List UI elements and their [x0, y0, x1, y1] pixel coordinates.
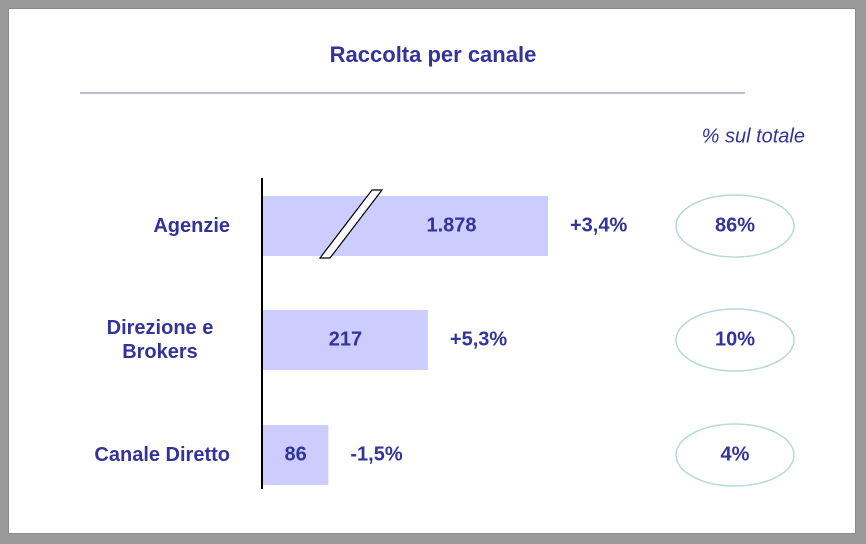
bar	[263, 196, 548, 256]
share-label: 86%	[715, 214, 755, 236]
change-label: +5,3%	[450, 328, 507, 350]
axis-break	[318, 189, 384, 259]
category-label: Direzione e Brokers	[106, 317, 214, 363]
value-label: 1.878	[426, 214, 476, 236]
share-label: 4%	[721, 443, 750, 465]
category-label: Agenzie	[153, 215, 230, 237]
bar	[263, 310, 428, 370]
value-label: 86	[285, 443, 307, 465]
share-ellipse	[675, 194, 795, 258]
share-label: 10%	[715, 328, 755, 350]
bar	[263, 425, 329, 485]
category-label: Canale Diretto	[94, 444, 230, 466]
share-ellipse	[675, 308, 795, 372]
chart-subtitle: % sul totale	[702, 125, 805, 147]
change-label: -1,5%	[350, 443, 402, 465]
bars	[263, 196, 548, 485]
chart-title: Raccolta per canale	[330, 42, 537, 67]
change-label: +3,4%	[570, 214, 627, 236]
value-label: 217	[329, 328, 362, 350]
share-ellipse	[675, 423, 795, 487]
